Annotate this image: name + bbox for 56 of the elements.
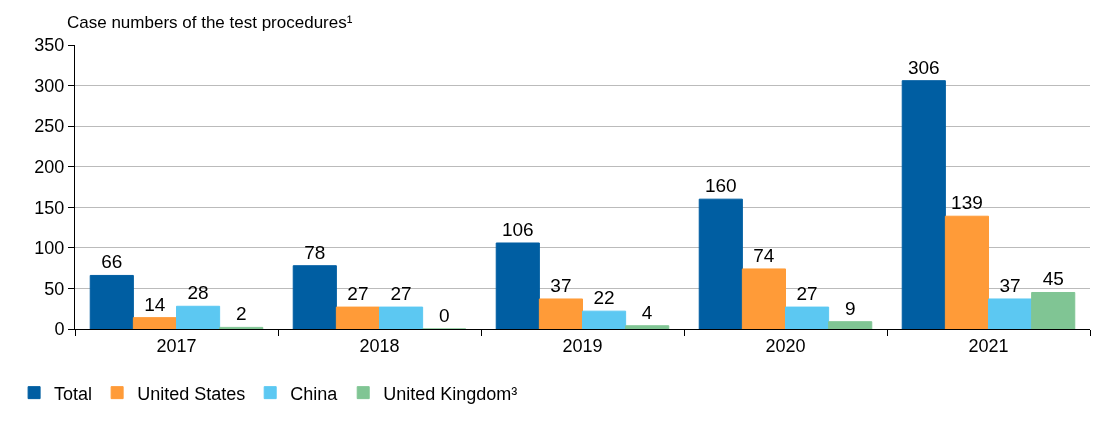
y-tick-label: 250 bbox=[34, 116, 65, 137]
x-tick-label: 2019 bbox=[562, 335, 603, 356]
legend-label: Total bbox=[54, 383, 93, 404]
bar bbox=[132, 317, 177, 329]
data-label: 306 bbox=[907, 56, 940, 78]
data-label: 4 bbox=[641, 301, 653, 323]
legend-label: China bbox=[290, 383, 339, 404]
data-label: 0 bbox=[438, 305, 450, 326]
bar bbox=[785, 306, 830, 329]
data-label: 2 bbox=[235, 303, 247, 325]
bar bbox=[944, 215, 989, 329]
y-tick-label: 200 bbox=[34, 157, 65, 178]
y-tick-label: 0 bbox=[54, 319, 65, 340]
bar bbox=[89, 274, 134, 329]
bar bbox=[582, 310, 627, 329]
data-label: 139 bbox=[951, 192, 983, 214]
data-label: 37 bbox=[999, 274, 1021, 296]
x-tick-label: 2020 bbox=[765, 335, 806, 356]
y-axis-title: Case numbers of the test procedures¹ bbox=[67, 13, 353, 32]
data-label: 78 bbox=[304, 241, 326, 263]
y-tick-label: 50 bbox=[44, 278, 65, 299]
bar bbox=[495, 242, 540, 329]
x-tick-label: 2017 bbox=[156, 335, 197, 356]
bar bbox=[335, 306, 380, 329]
data-label: 27 bbox=[390, 283, 412, 305]
data-label: 74 bbox=[753, 244, 775, 266]
data-label: 37 bbox=[550, 274, 572, 296]
data-label: 27 bbox=[347, 283, 369, 305]
bar bbox=[698, 198, 743, 329]
legend-label: United Kingdom³ bbox=[383, 383, 518, 404]
data-label: 160 bbox=[704, 175, 737, 197]
data-label: 9 bbox=[844, 297, 856, 319]
y-tick-label: 350 bbox=[34, 35, 65, 56]
x-tick-label: 2018 bbox=[359, 335, 400, 356]
data-label: 28 bbox=[187, 282, 209, 304]
legend-label: United States bbox=[137, 383, 246, 404]
bar bbox=[538, 298, 583, 329]
data-label: 106 bbox=[501, 218, 534, 240]
y-tick-label: 150 bbox=[34, 197, 65, 218]
bar bbox=[741, 268, 786, 329]
data-label: 45 bbox=[1042, 268, 1064, 290]
data-label: 22 bbox=[593, 287, 615, 309]
data-label: 14 bbox=[144, 293, 166, 315]
x-tick-label: 2021 bbox=[968, 335, 1009, 356]
bar bbox=[828, 321, 873, 329]
bar bbox=[176, 305, 221, 329]
y-tick-label: 100 bbox=[34, 238, 65, 259]
bar bbox=[901, 80, 946, 329]
bar bbox=[625, 325, 670, 329]
bar bbox=[379, 306, 424, 329]
data-label: 66 bbox=[101, 251, 123, 273]
bar bbox=[1031, 291, 1076, 329]
bar bbox=[292, 265, 337, 329]
data-label: 27 bbox=[796, 283, 818, 305]
y-tick-label: 300 bbox=[34, 75, 65, 96]
bar bbox=[988, 298, 1033, 329]
